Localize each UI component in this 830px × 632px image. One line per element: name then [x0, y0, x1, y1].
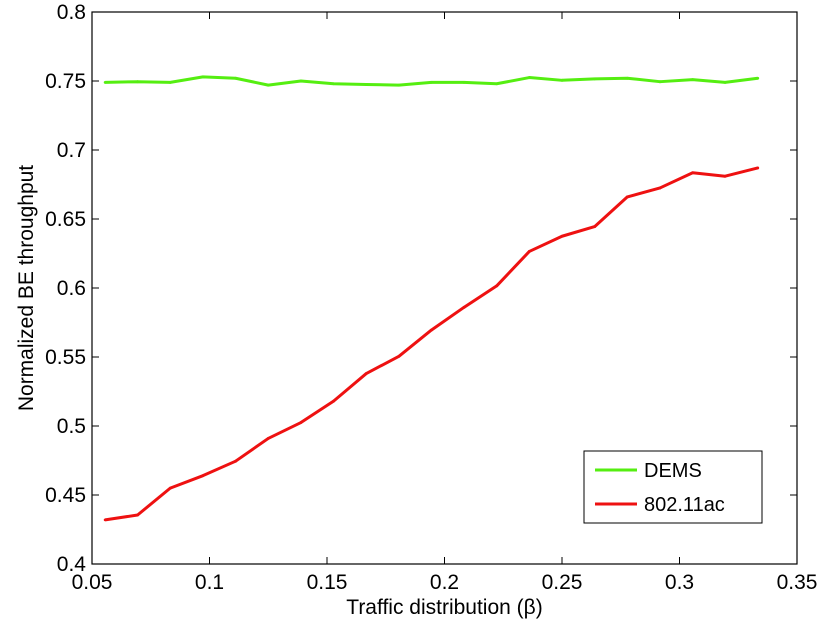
legend-label: DEMS — [644, 460, 702, 482]
y-tick-label: 0.8 — [57, 1, 86, 24]
y-tick-label: 0.4 — [57, 553, 87, 576]
y-tick-label: 0.65 — [45, 208, 86, 231]
data-point — [168, 486, 172, 490]
x-tick-label: 0.1 — [195, 571, 224, 594]
data-point — [560, 234, 564, 238]
data-point — [397, 83, 401, 87]
data-point — [658, 186, 662, 190]
x-tick-label: 0.35 — [777, 571, 818, 594]
y-tick-label: 0.6 — [57, 277, 86, 300]
data-point — [234, 76, 237, 80]
data-point — [266, 437, 270, 440]
data-point — [593, 225, 597, 228]
data-point — [462, 80, 466, 84]
legend: DEMS 802.11ac — [583, 450, 763, 524]
data-point — [723, 80, 727, 84]
y-tick-label: 0.7 — [57, 139, 86, 162]
x-tick-label: 0.15 — [307, 571, 348, 594]
data-point — [266, 83, 270, 87]
y-axis-title: Normalized BE throughput — [15, 165, 38, 411]
data-point — [723, 174, 727, 178]
data-point — [332, 82, 335, 86]
legend-label: 802.11ac — [644, 494, 725, 516]
y-tick-label: 0.5 — [57, 415, 86, 438]
data-point — [299, 79, 303, 83]
x-tick-label: 0.25 — [542, 571, 583, 594]
data-point — [103, 80, 107, 84]
data-point — [560, 78, 564, 82]
data-point — [593, 77, 597, 81]
data-point — [234, 459, 237, 463]
y-tick-label: 0.75 — [45, 70, 86, 93]
data-point — [364, 83, 368, 86]
data-point — [527, 250, 531, 253]
data-point — [364, 372, 368, 375]
data-point — [527, 76, 531, 79]
data-point — [103, 518, 107, 522]
data-point — [756, 166, 760, 170]
series-1 — [103, 166, 760, 522]
axis-ticks — [91, 11, 798, 565]
x-axis-title: Traffic distribution (β) — [346, 596, 542, 619]
y-tick-label: 0.55 — [45, 346, 86, 369]
x-tick-label: 0.3 — [665, 571, 694, 594]
data-point — [691, 171, 695, 175]
data-point — [495, 82, 499, 86]
data-point — [168, 80, 172, 84]
legend-box — [583, 450, 763, 524]
data-point — [462, 305, 466, 309]
data-point — [429, 80, 433, 84]
x-tick-label: 0.05 — [72, 571, 113, 594]
x-tick-label: 0.2 — [430, 571, 459, 594]
data-point — [332, 399, 335, 403]
data-point — [136, 513, 139, 517]
data-point — [625, 195, 629, 199]
data-point — [495, 284, 499, 288]
data-point — [201, 75, 205, 79]
legend-item: 802.11ac — [595, 494, 725, 516]
tick-labels: 0.05 0.1 0.15 0.2 0.25 0.3 0.35 0.4 0.45 0.5 0.55 0… — [45, 1, 817, 594]
data-point — [429, 328, 433, 332]
y-tick-label: 0.45 — [45, 484, 86, 507]
data-point — [691, 78, 695, 82]
data-point — [201, 474, 205, 478]
series-layer — [103, 75, 760, 522]
data-point — [625, 76, 629, 80]
data-point — [397, 354, 401, 358]
data-point — [756, 76, 760, 80]
series-0 — [103, 75, 760, 87]
legend-item: DEMS — [595, 460, 702, 482]
data-point — [299, 421, 303, 424]
data-point — [136, 80, 139, 84]
data-point — [658, 80, 662, 84]
